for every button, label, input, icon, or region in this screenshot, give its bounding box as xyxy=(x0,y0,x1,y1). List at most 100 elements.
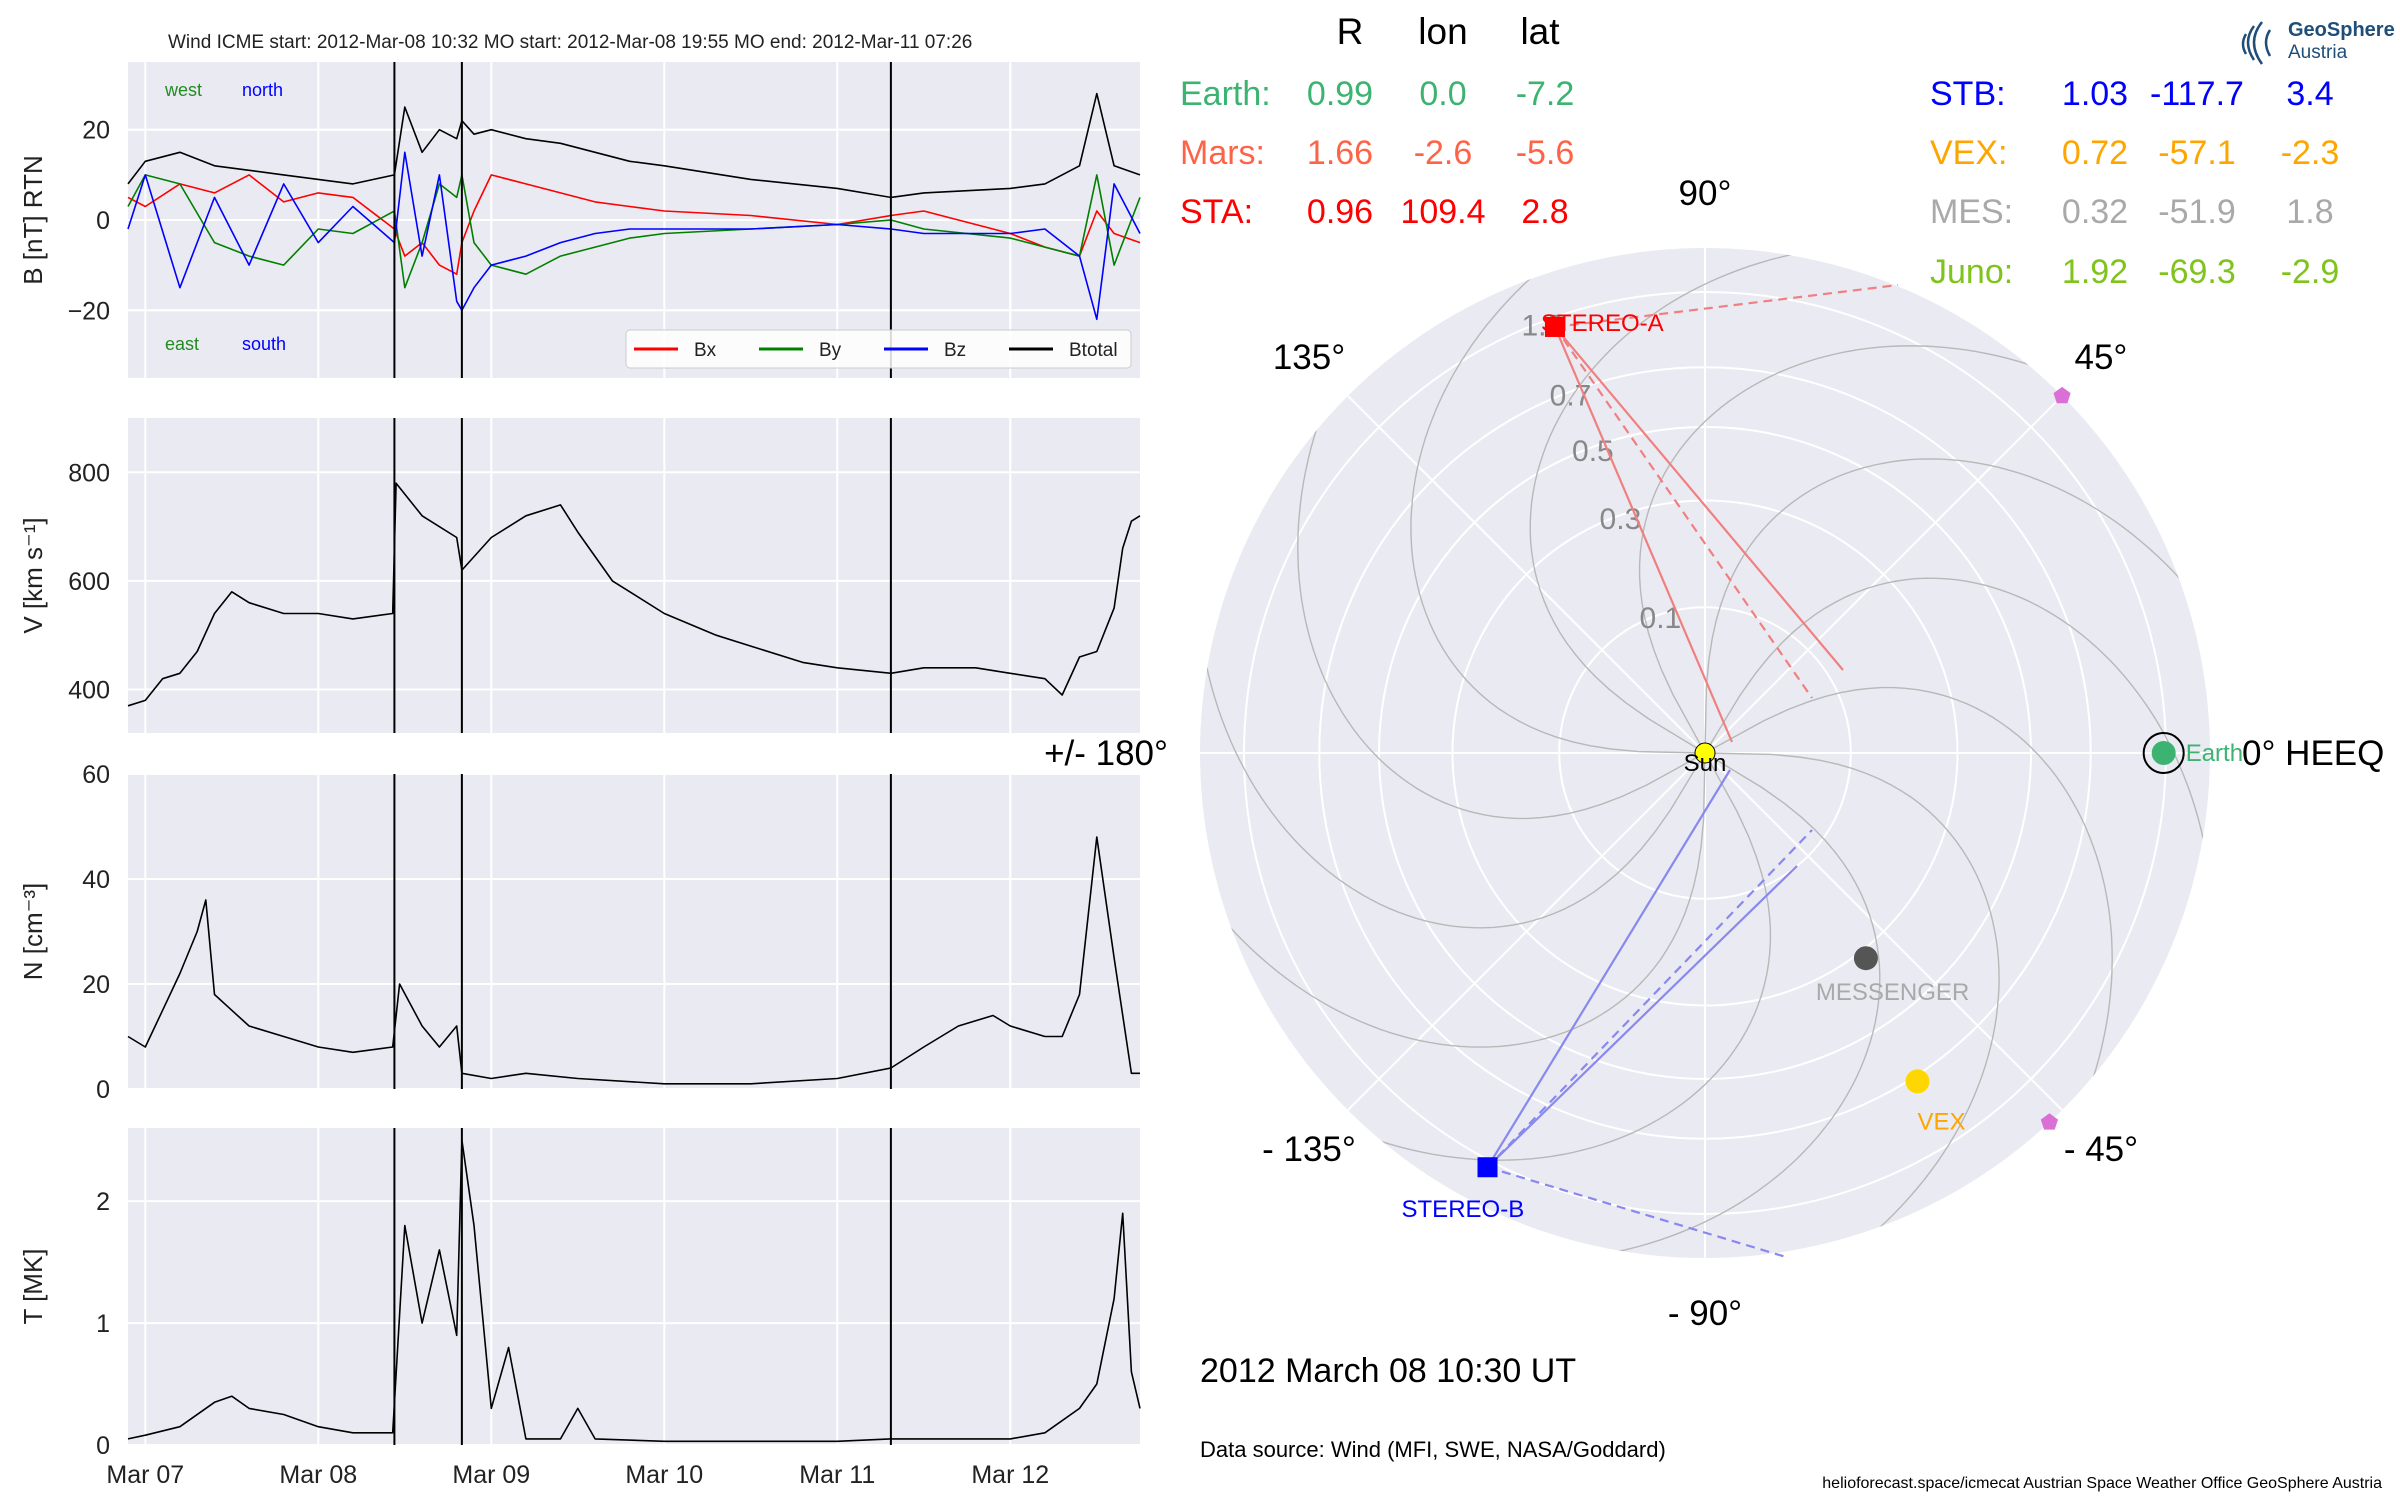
logo-line1: GeoSphere xyxy=(2288,19,2395,41)
body-marker xyxy=(1905,1069,1930,1094)
table-row: Juno: 1.92 -69.3 -2.9 xyxy=(1930,253,2339,291)
table-cell: VEX: xyxy=(1930,134,2007,172)
angular-gridline xyxy=(1347,395,1706,754)
x-tick-label: Mar 10 xyxy=(625,1461,703,1489)
parker-spiral xyxy=(1201,641,1706,929)
parker-spiral xyxy=(1529,249,1817,754)
table-row: MES: 0.32 -51.9 1.8 xyxy=(1930,193,2334,231)
parker-spiral xyxy=(1356,752,1772,1161)
parker-spiral xyxy=(1212,752,1706,1048)
table-row: VEX: 0.72 -57.1 -2.3 xyxy=(1930,134,2339,172)
body-label: MESSENGER xyxy=(1816,979,1969,1006)
body-earth: Earth xyxy=(2142,732,2243,774)
fov-line xyxy=(1554,283,1899,329)
table-cell: 0.0 xyxy=(1419,75,1466,113)
body-messenger: MESSENGER xyxy=(1816,946,1969,1006)
legend-label-by: By xyxy=(819,340,842,361)
angle-label: - 45° xyxy=(2064,1130,2138,1169)
angle-label: 0° HEEQ xyxy=(2242,734,2384,773)
table-cell: 109.4 xyxy=(1400,193,1485,231)
panel-T: 2 1 0 T [MK] Mar 07 Mar 08 Mar 09 Mar 10 Mar 11 M… xyxy=(18,1128,1141,1489)
body-label: Earth xyxy=(2186,740,2243,767)
table-row: STA: 0.96 109.4 2.8 xyxy=(1180,193,1569,231)
fov-line xyxy=(1553,326,1734,743)
y-tick-label: 20 xyxy=(82,971,110,999)
table-cell: 1.66 xyxy=(1307,134,1373,172)
body-marker xyxy=(1544,316,1565,337)
table-cell: -7.2 xyxy=(1516,75,1575,113)
x-tick-label: Mar 12 xyxy=(971,1461,1049,1489)
table-cell: -69.3 xyxy=(2158,253,2236,291)
table-cell: 0.99 xyxy=(1307,75,1373,113)
table-cell: 1.03 xyxy=(2062,75,2128,113)
table-cell: -117.7 xyxy=(2150,75,2244,113)
body-marker xyxy=(2053,386,2071,404)
table-cell: -2.9 xyxy=(2281,253,2340,291)
table-header: R xyxy=(1337,11,1364,52)
y-tick-label: 400 xyxy=(68,677,110,705)
panel-background xyxy=(128,418,1140,733)
y-tick-label: 60 xyxy=(82,761,110,789)
angle-label: 90° xyxy=(1679,174,1732,213)
table-cell: 3.4 xyxy=(2286,75,2333,113)
y-tick-label: 20 xyxy=(82,117,110,145)
legend-label-bx: Bx xyxy=(694,340,717,361)
table-cell: 0.32 xyxy=(2062,193,2128,231)
body-marker xyxy=(2151,741,2176,765)
footer-text: helioforecast.space/icmecat Austrian Spa… xyxy=(1822,1475,2382,1492)
body-label: STEREO-B xyxy=(1402,1196,1525,1223)
parker-spiral xyxy=(1704,577,2209,865)
logo-line2: Austria xyxy=(2288,42,2348,63)
y-axis-label: V [km s⁻¹] xyxy=(18,517,48,633)
angular-gridline xyxy=(1347,752,1706,1111)
y-axis-label: B [nT] RTN xyxy=(18,155,48,285)
fov-line xyxy=(1554,326,1813,699)
legend-label-btotal: Btotal xyxy=(1069,340,1118,361)
angle-label: 45° xyxy=(2075,338,2128,377)
corner-label-east: east xyxy=(165,334,199,354)
table-cell: -57.1 xyxy=(2158,134,2236,172)
fov-line xyxy=(1554,326,1844,671)
table-row: Mars: 1.66 -2.6 -5.6 xyxy=(1180,134,1574,172)
timeseries-title: Wind ICME start: 2012-Mar-08 10:32 MO st… xyxy=(168,32,972,53)
y-tick-label: 2 xyxy=(96,1188,110,1216)
series-t xyxy=(127,1139,1141,1443)
date-text: 2012 March 08 10:30 UT xyxy=(1200,1352,1576,1390)
table-cell: 0.96 xyxy=(1307,193,1373,231)
fov-line xyxy=(1486,829,1813,1169)
fov-line xyxy=(1486,865,1798,1169)
y-tick-label: 0 xyxy=(96,207,110,235)
table-header: lat xyxy=(1520,11,1560,52)
table-cell: 0.72 xyxy=(2062,134,2128,172)
geosphere-logo-icon xyxy=(2241,21,2272,65)
series-bz xyxy=(127,151,1141,321)
parker-spirals xyxy=(1201,249,2209,1257)
panel-background xyxy=(128,1128,1140,1445)
x-tick-label: Mar 07 xyxy=(106,1461,184,1489)
table-cell: Earth: xyxy=(1180,75,1271,113)
table-cell: -2.6 xyxy=(1414,134,1473,172)
body-label: VEX xyxy=(1917,1108,1965,1135)
y-tick-label: −20 xyxy=(68,297,110,325)
angle-label: - 90° xyxy=(1668,1294,1742,1333)
y-axis-label: N [cm⁻³] xyxy=(18,883,48,981)
fov-line xyxy=(1487,1166,1787,1259)
stereo-b-fov xyxy=(1486,769,1813,1259)
parker-spiral xyxy=(1704,686,2113,1102)
table-cell: -5.6 xyxy=(1516,134,1575,172)
x-tick-label: Mar 11 xyxy=(799,1461,875,1489)
table-cell: 1.8 xyxy=(2286,193,2333,231)
y-tick-label: 800 xyxy=(68,459,110,487)
series-v xyxy=(127,482,1141,707)
table-cell: STB: xyxy=(1930,75,2006,113)
body-stereo-a: STEREO-A xyxy=(1541,310,1664,337)
legend-label-bz: Bz xyxy=(944,340,966,361)
series-n xyxy=(127,836,1140,1085)
body-sun: Sun xyxy=(1684,742,1726,777)
body-marker xyxy=(1853,946,1878,971)
body-stereo-b: STEREO-B xyxy=(1402,1157,1525,1223)
radial-tick-label: 0.3 xyxy=(1600,503,1642,536)
